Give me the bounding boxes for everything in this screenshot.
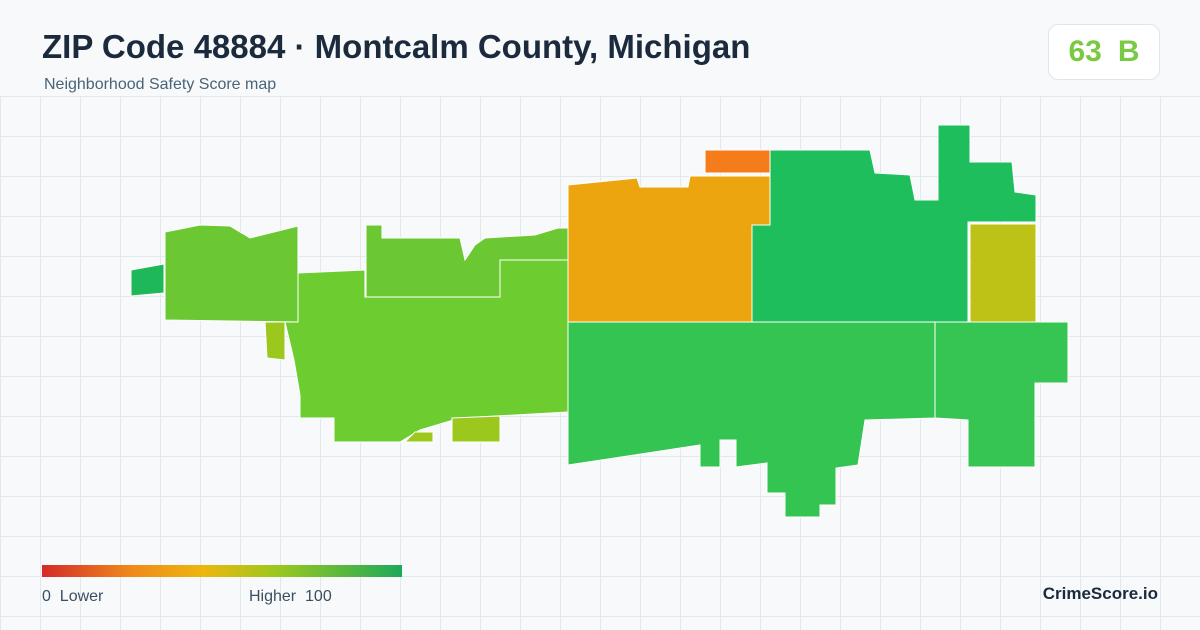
- region: [934, 321, 1069, 468]
- legend-max-label: Higher: [249, 588, 297, 605]
- brand: CrimeScore.io: [1042, 584, 1158, 603]
- region: [969, 223, 1037, 323]
- score-card: 63 B: [1048, 24, 1160, 80]
- region: [403, 431, 434, 443]
- legend-high: Higher 100: [249, 588, 332, 606]
- subtitle: Neighborhood Safety Score map: [44, 76, 277, 93]
- legend-low: 0 Lower: [42, 588, 103, 606]
- region: [567, 175, 771, 323]
- region: [264, 321, 286, 361]
- legend-max: 100: [305, 588, 332, 605]
- region: [567, 321, 936, 518]
- legend-min: 0: [42, 588, 51, 605]
- region: [365, 224, 569, 298]
- grade: B: [1117, 35, 1140, 68]
- region: [451, 415, 501, 443]
- title: ZIP Code 48884 · Montcalm County, Michig…: [42, 28, 751, 65]
- legend-min-label: Lower: [59, 588, 104, 605]
- score: 63: [1068, 35, 1102, 68]
- legend-gradient: [42, 565, 402, 577]
- region: [164, 224, 299, 323]
- region: [704, 149, 771, 174]
- region: [130, 263, 165, 297]
